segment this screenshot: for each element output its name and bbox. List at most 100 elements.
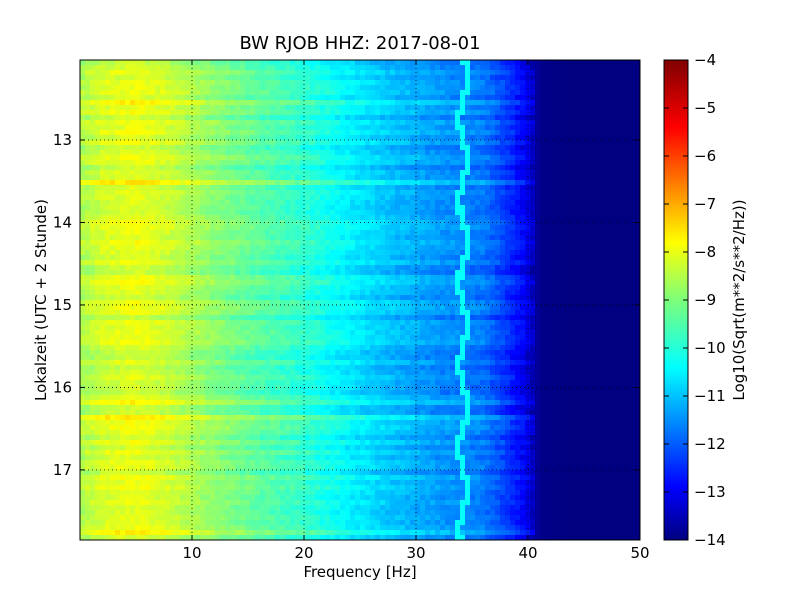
- heatmap-cell: [145, 225, 151, 231]
- heatmap-cell: [340, 110, 346, 116]
- heatmap-cell: [145, 180, 151, 186]
- heatmap-cell: [155, 255, 161, 261]
- heatmap-cell: [625, 105, 631, 111]
- heatmap-cell: [250, 190, 256, 196]
- heatmap-cell: [420, 115, 426, 121]
- heatmap-cell: [380, 150, 386, 156]
- heatmap-cell: [280, 190, 286, 196]
- heatmap-cell: [630, 105, 636, 111]
- heatmap-cell: [555, 140, 561, 146]
- heatmap-cell: [540, 85, 546, 91]
- heatmap-cell: [450, 85, 456, 91]
- heatmap-cell: [415, 65, 421, 71]
- heatmap-cell: [185, 125, 191, 131]
- heatmap-cell: [490, 140, 496, 146]
- heatmap-cell: [280, 145, 286, 151]
- heatmap-cell: [140, 100, 146, 106]
- heatmap-cell: [155, 65, 161, 71]
- heatmap-cell: [390, 180, 396, 186]
- heatmap-cell: [550, 265, 556, 271]
- heatmap-cell: [210, 140, 216, 146]
- heatmap-cell: [310, 155, 316, 161]
- heatmap-cell: [105, 250, 111, 256]
- heatmap-cell: [90, 110, 96, 116]
- heatmap-cell: [525, 235, 531, 241]
- heatmap-cell: [585, 175, 591, 181]
- heatmap-cell: [515, 115, 521, 121]
- heatmap-cell: [165, 60, 171, 66]
- heatmap-cell: [465, 60, 471, 66]
- heatmap-cell: [115, 115, 121, 121]
- heatmap-cell: [280, 120, 286, 126]
- heatmap-cell: [305, 85, 311, 91]
- heatmap-cell: [565, 65, 571, 71]
- heatmap-cell: [305, 115, 311, 121]
- heatmap-cell: [85, 255, 91, 261]
- heatmap-cell: [540, 120, 546, 126]
- heatmap-cell: [85, 180, 91, 186]
- heatmap-cell: [235, 270, 241, 276]
- heatmap-cell: [390, 60, 396, 66]
- heatmap-cell: [410, 135, 416, 141]
- heatmap-cell: [235, 180, 241, 186]
- heatmap-cell: [165, 120, 171, 126]
- heatmap-cell: [385, 105, 391, 111]
- heatmap-cell: [510, 265, 516, 271]
- heatmap-cell: [595, 70, 601, 76]
- heatmap-cell: [110, 250, 116, 256]
- heatmap-cell: [455, 185, 461, 191]
- heatmap-cell: [90, 90, 96, 96]
- heatmap-cell: [170, 235, 176, 241]
- heatmap-cell: [145, 275, 151, 281]
- heatmap-cell: [315, 210, 321, 216]
- heatmap-cell: [95, 60, 101, 66]
- heatmap-cell: [325, 270, 331, 276]
- heatmap-cell: [500, 90, 506, 96]
- heatmap-cell: [395, 205, 401, 211]
- heatmap-cell: [575, 120, 581, 126]
- heatmap-cell: [195, 270, 201, 276]
- heatmap-cell: [230, 215, 236, 221]
- heatmap-cell: [200, 240, 206, 246]
- heatmap-cell: [325, 145, 331, 151]
- heatmap-cell: [445, 255, 451, 261]
- heatmap-cell: [570, 160, 576, 166]
- heatmap-cell: [430, 175, 436, 181]
- heatmap-cell: [165, 270, 171, 276]
- heatmap-cell: [560, 245, 566, 251]
- heatmap-cell: [350, 200, 356, 206]
- heatmap-cell: [635, 125, 640, 131]
- heatmap-cell: [110, 80, 116, 86]
- heatmap-cell: [190, 125, 196, 131]
- heatmap-cell: [520, 115, 526, 121]
- heatmap-cell: [180, 170, 186, 176]
- heatmap-cell: [530, 105, 536, 111]
- heatmap-cell: [115, 265, 121, 271]
- heatmap-cell: [145, 265, 151, 271]
- heatmap-cell: [255, 75, 261, 81]
- heatmap-cell: [520, 255, 526, 261]
- heatmap-cell: [180, 140, 186, 146]
- heatmap-cell: [530, 260, 536, 266]
- heatmap-cell: [380, 145, 386, 151]
- heatmap-cell: [595, 130, 601, 136]
- heatmap-cell: [180, 275, 186, 281]
- heatmap-cell: [365, 275, 371, 281]
- heatmap-cell: [320, 115, 326, 121]
- heatmap-cell: [470, 145, 476, 151]
- heatmap-cell: [260, 185, 266, 191]
- heatmap-cell: [360, 150, 366, 156]
- heatmap-cell: [405, 95, 411, 101]
- heatmap-cell: [200, 65, 206, 71]
- heatmap-cell: [225, 95, 231, 101]
- heatmap-cell: [120, 195, 126, 201]
- heatmap-cell: [460, 170, 466, 176]
- heatmap-cell: [555, 95, 561, 101]
- heatmap-cell: [235, 80, 241, 86]
- heatmap-cell: [480, 175, 486, 181]
- heatmap-cell: [105, 185, 111, 191]
- heatmap-cell: [595, 245, 601, 251]
- heatmap-cell: [430, 95, 436, 101]
- heatmap-cell: [130, 250, 136, 256]
- heatmap-cell: [400, 65, 406, 71]
